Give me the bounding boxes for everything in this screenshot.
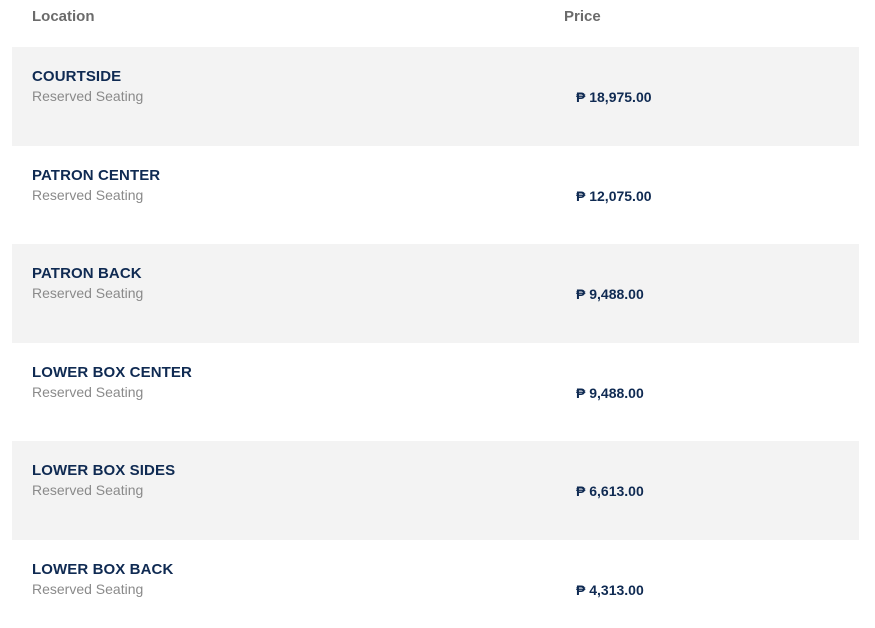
price-value: ₱ 9,488.00 [576,286,644,303]
price-value: ₱ 4,313.00 [576,581,644,598]
price-value: ₱ 18,975.00 [576,89,652,105]
table-row-lower-box-sides[interactable]: LOWER BOX SIDES Reserved Seating ₱ 6,613… [12,441,859,540]
seating-type: Reserved Seating [32,383,144,400]
location-name: LOWER BOX SIDES [32,462,176,480]
price-value: ₱ 9,488.00 [576,384,644,401]
price-value: ₱ 12,075.00 [576,187,652,204]
table-row-patron-back[interactable]: PATRON BACK Reserved Seating ₱ 9,488.00 [12,244,859,343]
location-name: PATRON CENTER [32,166,161,184]
price-column-header: Price [564,8,601,25]
price-value: ₱ 6,613.00 [576,483,644,500]
seating-type: Reserved Seating [32,88,144,104]
table-header: Location Price [0,0,875,36]
table-row-patron-center[interactable]: PATRON CENTER Reserved Seating ₱ 12,075.… [12,146,859,245]
table-row-courtside[interactable]: COURTSIDE Reserved Seating ₱ 18,975.00 [12,47,859,146]
location-name: LOWER BOX BACK [32,560,174,578]
seat-location-list: COURTSIDE Reserved Seating ₱ 18,975.00 P… [12,47,859,628]
seating-type: Reserved Seating [32,580,144,597]
location-name: LOWER BOX CENTER [32,363,192,381]
table-row-lower-box-back[interactable]: LOWER BOX BACK Reserved Seating ₱ 4,313.… [12,540,859,628]
table-row-lower-box-center[interactable]: LOWER BOX CENTER Reserved Seating ₱ 9,48… [12,343,859,442]
seating-type: Reserved Seating [32,285,144,302]
seating-type: Reserved Seating [32,186,144,203]
location-column-header: Location [32,8,95,25]
location-name: COURTSIDE [32,68,122,85]
location-name: PATRON BACK [32,265,142,283]
seating-type: Reserved Seating [32,482,144,499]
